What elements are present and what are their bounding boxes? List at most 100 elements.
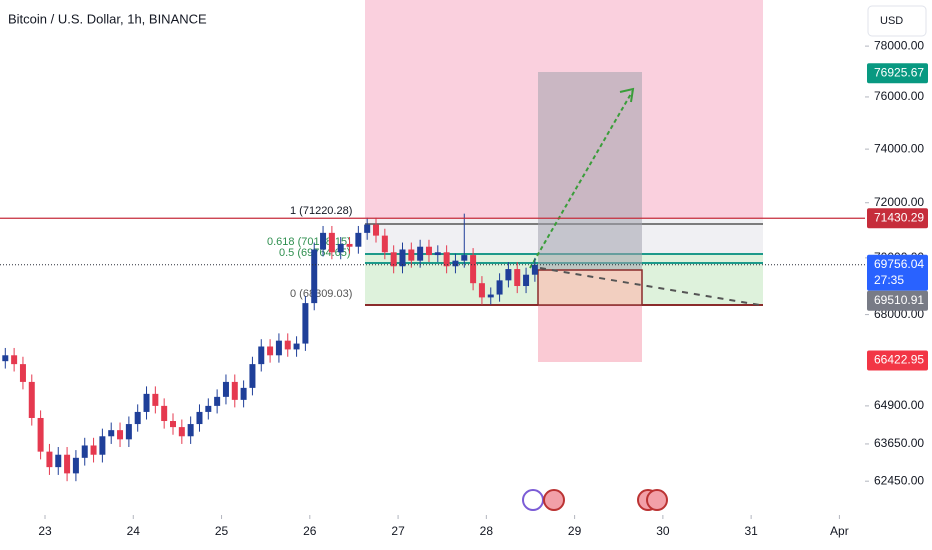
- candle-body: [364, 224, 371, 233]
- candle-body: [337, 243, 344, 253]
- candle-body: [117, 430, 124, 440]
- drawings: [365, 0, 763, 362]
- event-icon: [543, 489, 565, 511]
- candle-body: [196, 411, 203, 425]
- candle-body: [222, 381, 229, 397]
- candle-body: [46, 451, 53, 468]
- x-tick-label: 27: [391, 524, 405, 538]
- candle-body: [408, 249, 415, 261]
- candle-body: [205, 405, 212, 412]
- candle-body: [461, 255, 468, 261]
- price-label: 69510.91: [874, 293, 924, 307]
- candle-body: [64, 454, 71, 474]
- candle-body: [240, 387, 247, 400]
- candle-body: [72, 457, 79, 474]
- candle-body: [373, 224, 380, 236]
- candle-body: [134, 411, 141, 425]
- price-countdown: 27:35: [874, 273, 904, 287]
- projection-path: [539, 267, 761, 306]
- candles: [2, 213, 538, 482]
- candle-body: [496, 280, 503, 295]
- entry-box: [537, 269, 643, 306]
- candle-body: [355, 232, 362, 247]
- candle-body: [514, 269, 521, 287]
- price-label-box: [867, 208, 928, 229]
- candle-body: [487, 294, 494, 298]
- candle-body: [2, 355, 9, 362]
- fib-label: 1 (71220.28): [290, 205, 352, 217]
- price-label-box: [867, 63, 928, 84]
- candle-body: [346, 243, 353, 247]
- candle-body: [214, 396, 221, 406]
- candle-body: [108, 430, 115, 437]
- candle-body: [478, 283, 485, 298]
- price-label-box: [867, 254, 928, 291]
- price-label: 66422.95: [874, 353, 924, 367]
- candle-body: [531, 264, 538, 275]
- y-tick-label: 78000.00: [874, 38, 924, 52]
- candle-body: [390, 252, 397, 267]
- candle-body: [425, 246, 432, 256]
- y-tick-label: 62450.00: [874, 473, 924, 487]
- x-tick-label: 23: [38, 524, 52, 538]
- candle-body: [523, 274, 530, 287]
- candle-body: [399, 249, 406, 267]
- x-tick-label: 29: [568, 524, 582, 538]
- candle-body: [258, 346, 265, 365]
- candle-body: [381, 235, 388, 253]
- y-tick-label: 63650.00: [874, 436, 924, 450]
- candle-body: [143, 393, 150, 412]
- chart-title: Bitcoin / U.S. Dollar, 1h, BINANCE: [8, 11, 207, 26]
- y-tick-label: 74000.00: [874, 141, 924, 155]
- x-tick-label: 28: [480, 524, 494, 538]
- candle-body: [284, 340, 291, 350]
- y-tick-label: 72000.00: [874, 195, 924, 209]
- currency-label: USD: [880, 15, 903, 27]
- arrow-head: [619, 87, 635, 103]
- x-tick-label: Apr: [830, 524, 849, 538]
- candle-body: [11, 355, 18, 365]
- candle-body: [443, 252, 450, 267]
- candle-body: [170, 421, 176, 428]
- candle-body: [152, 393, 159, 406]
- candle-body: [81, 445, 88, 458]
- candle-body: [37, 417, 44, 452]
- candle-body: [125, 424, 132, 440]
- candle-body: [187, 424, 194, 437]
- candle-body: [99, 436, 106, 455]
- candle-body: [293, 343, 300, 350]
- event-icon: [646, 489, 668, 511]
- x-tick-label: 26: [303, 524, 317, 538]
- x-tick-label: 24: [127, 524, 141, 538]
- candle-body: [178, 427, 185, 437]
- candle-body: [231, 381, 238, 400]
- target-box: [538, 72, 642, 270]
- candle-body: [505, 269, 512, 281]
- price-label-box: [867, 290, 928, 311]
- price-label: 76925.67: [874, 65, 924, 79]
- price-label: 71430.29: [874, 210, 924, 224]
- x-tick-label: 31: [744, 524, 758, 538]
- candle-body: [320, 232, 327, 250]
- candle-body: [19, 364, 26, 382]
- candle-body: [267, 346, 274, 356]
- price-label-box: [867, 350, 928, 371]
- fib-label: 0 (68309.03): [290, 288, 352, 300]
- candle-body: [249, 364, 256, 388]
- candle-body: [452, 260, 459, 267]
- event-icon: [522, 489, 544, 511]
- candle-body: [302, 303, 309, 344]
- candle-body: [161, 405, 168, 422]
- y-tick-label: 76000.00: [874, 89, 924, 103]
- candle-body: [434, 252, 441, 256]
- event-icons: [522, 489, 668, 511]
- currency-button[interactable]: [867, 5, 927, 37]
- candle-body: [470, 255, 477, 284]
- candle-body: [90, 445, 97, 455]
- y-tick-label: 64900.00: [874, 398, 924, 412]
- projection-arrow: [529, 91, 633, 269]
- x-tick-label: 30: [656, 524, 670, 538]
- candle-body: [55, 454, 62, 468]
